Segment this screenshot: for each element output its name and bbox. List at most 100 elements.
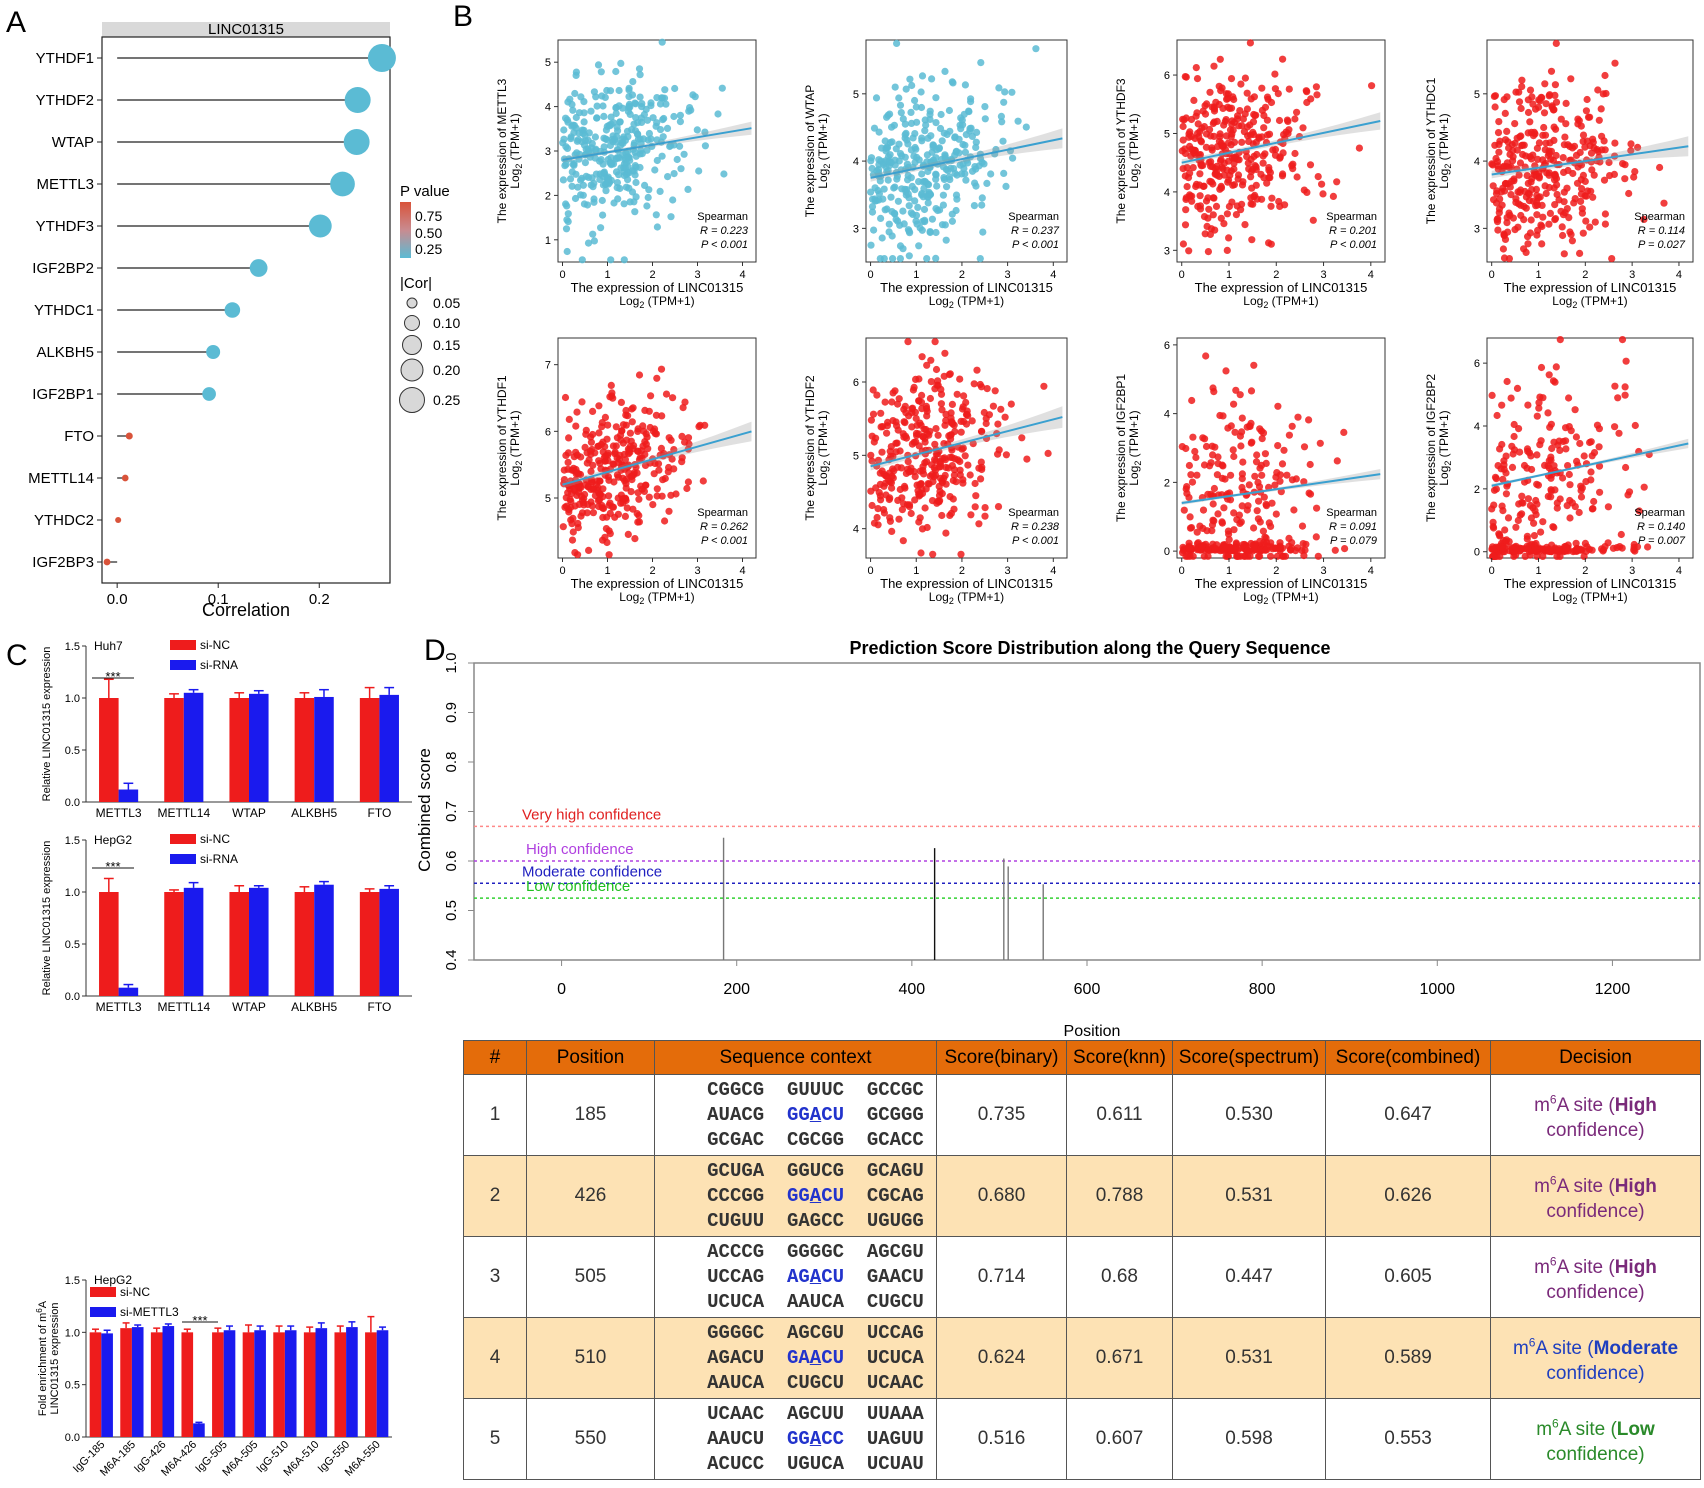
x-tick-label: 1 bbox=[1535, 565, 1541, 577]
scatter-point bbox=[584, 173, 593, 181]
scatter-point bbox=[1269, 146, 1277, 154]
scatter-point bbox=[578, 256, 586, 264]
y-tick-label: 4 bbox=[1164, 187, 1170, 199]
y-tick-label: 0.9 bbox=[443, 702, 460, 723]
y-tick-label: 0.0 bbox=[65, 991, 80, 1003]
x-tick-label: 0 bbox=[868, 565, 874, 577]
scatter-point bbox=[972, 138, 980, 146]
scatter-point bbox=[953, 390, 961, 398]
scatter-point bbox=[883, 429, 891, 437]
scatter-point bbox=[1595, 462, 1604, 470]
scatter-point bbox=[941, 67, 949, 75]
col-header: Score(binary) bbox=[936, 1040, 1067, 1075]
scatter-point bbox=[1196, 192, 1204, 200]
scatter-point bbox=[614, 153, 623, 161]
sequence-line: ACUCC UGUCA UCUAU bbox=[695, 1452, 936, 1477]
scatter-point bbox=[1298, 522, 1307, 530]
scatter-point bbox=[1218, 519, 1226, 527]
scatter-point bbox=[1546, 139, 1554, 147]
scatter-point bbox=[943, 183, 951, 191]
scatter-point bbox=[956, 466, 964, 474]
x-tick-label: 1200 bbox=[1595, 981, 1631, 998]
cell-line-label: HepG2 bbox=[94, 833, 132, 847]
scatter-point bbox=[1188, 197, 1196, 205]
scatter-point bbox=[972, 492, 980, 500]
scatter-point bbox=[1183, 483, 1191, 491]
scatter-point bbox=[1627, 146, 1635, 155]
scatter-point bbox=[1589, 505, 1597, 513]
scatter-point bbox=[1179, 136, 1187, 144]
scatter-point bbox=[564, 449, 573, 457]
scatter-point bbox=[1501, 526, 1509, 534]
scatter-point bbox=[1635, 507, 1643, 515]
scatter-point bbox=[922, 458, 931, 466]
scatter-point bbox=[1501, 109, 1509, 117]
stat-p: P < 0.001 bbox=[1012, 239, 1059, 251]
regression-line bbox=[1181, 119, 1381, 164]
scatter-point bbox=[1590, 144, 1598, 152]
sequence-block: UGUGG bbox=[866, 1209, 924, 1232]
lollipop-dot bbox=[224, 302, 241, 318]
scatter-point bbox=[1319, 190, 1327, 198]
scatter-point bbox=[1615, 429, 1623, 437]
scatter-point bbox=[1503, 163, 1511, 171]
scatter-point bbox=[652, 211, 660, 219]
scatter-point bbox=[1611, 139, 1619, 147]
scatter-point bbox=[1211, 546, 1219, 554]
scatter-point bbox=[1305, 416, 1313, 424]
y-tick-label: 4 bbox=[1474, 156, 1480, 168]
scatter-point bbox=[574, 183, 582, 191]
scatter-point bbox=[991, 387, 999, 395]
scatter-point bbox=[1214, 453, 1222, 461]
scatter-point bbox=[1236, 519, 1244, 528]
scatter-point bbox=[1258, 471, 1266, 479]
bar bbox=[118, 987, 139, 996]
cell-line-label: Huh7 bbox=[94, 639, 123, 653]
legend-swatch bbox=[170, 640, 196, 650]
scatter-point bbox=[908, 423, 916, 431]
scatter-point bbox=[654, 460, 663, 468]
scatter-frame bbox=[865, 337, 1068, 559]
scatter-point bbox=[1560, 198, 1568, 206]
scatter-point bbox=[997, 112, 1006, 120]
scatter-point bbox=[1625, 488, 1634, 496]
scatter-point bbox=[1506, 150, 1514, 158]
scatter-point bbox=[621, 154, 630, 162]
scatter-ylabel-unit: Log2 (TPM+1) bbox=[816, 113, 832, 188]
scatter-point bbox=[877, 214, 885, 222]
scatter-point bbox=[1498, 401, 1506, 409]
scatter-point bbox=[1223, 246, 1231, 254]
scatter-xlabel: The expression of LINC01315 bbox=[571, 576, 744, 591]
x-tick-label: 4 bbox=[1676, 269, 1682, 281]
y-tick-label: 4 bbox=[853, 156, 859, 168]
scatter-point bbox=[604, 421, 612, 429]
scatter-point bbox=[1208, 144, 1216, 152]
scatter-point bbox=[662, 100, 670, 108]
scatter-point bbox=[1261, 150, 1269, 158]
scatter-point bbox=[1263, 179, 1271, 187]
bar bbox=[303, 1332, 316, 1437]
scatter-point bbox=[1000, 98, 1008, 106]
scatter-point bbox=[701, 128, 709, 136]
scatter-point bbox=[1499, 536, 1508, 545]
scatter-point bbox=[998, 118, 1006, 126]
scatter-point bbox=[1279, 170, 1287, 178]
scatter-point bbox=[932, 365, 941, 374]
scatter-point bbox=[587, 438, 596, 446]
scatter-point bbox=[908, 405, 916, 413]
scatter-point bbox=[589, 485, 597, 493]
x-tick-label: 2 bbox=[649, 269, 655, 281]
scatter-point bbox=[631, 535, 639, 543]
scatter-point bbox=[1497, 465, 1505, 473]
lollipop-dot bbox=[202, 387, 216, 401]
scatter-point bbox=[1265, 130, 1274, 138]
x-tick-label: 0.0 bbox=[107, 591, 128, 608]
score-combined-cell: 0.589 bbox=[1325, 1317, 1491, 1399]
scatter-point bbox=[913, 153, 921, 161]
scatter-point bbox=[563, 144, 572, 152]
scatter-point bbox=[567, 135, 575, 143]
scatter-point bbox=[1204, 546, 1212, 554]
scatter-point bbox=[894, 197, 903, 205]
scatter-point bbox=[1300, 443, 1309, 451]
scatter-point bbox=[911, 186, 919, 194]
